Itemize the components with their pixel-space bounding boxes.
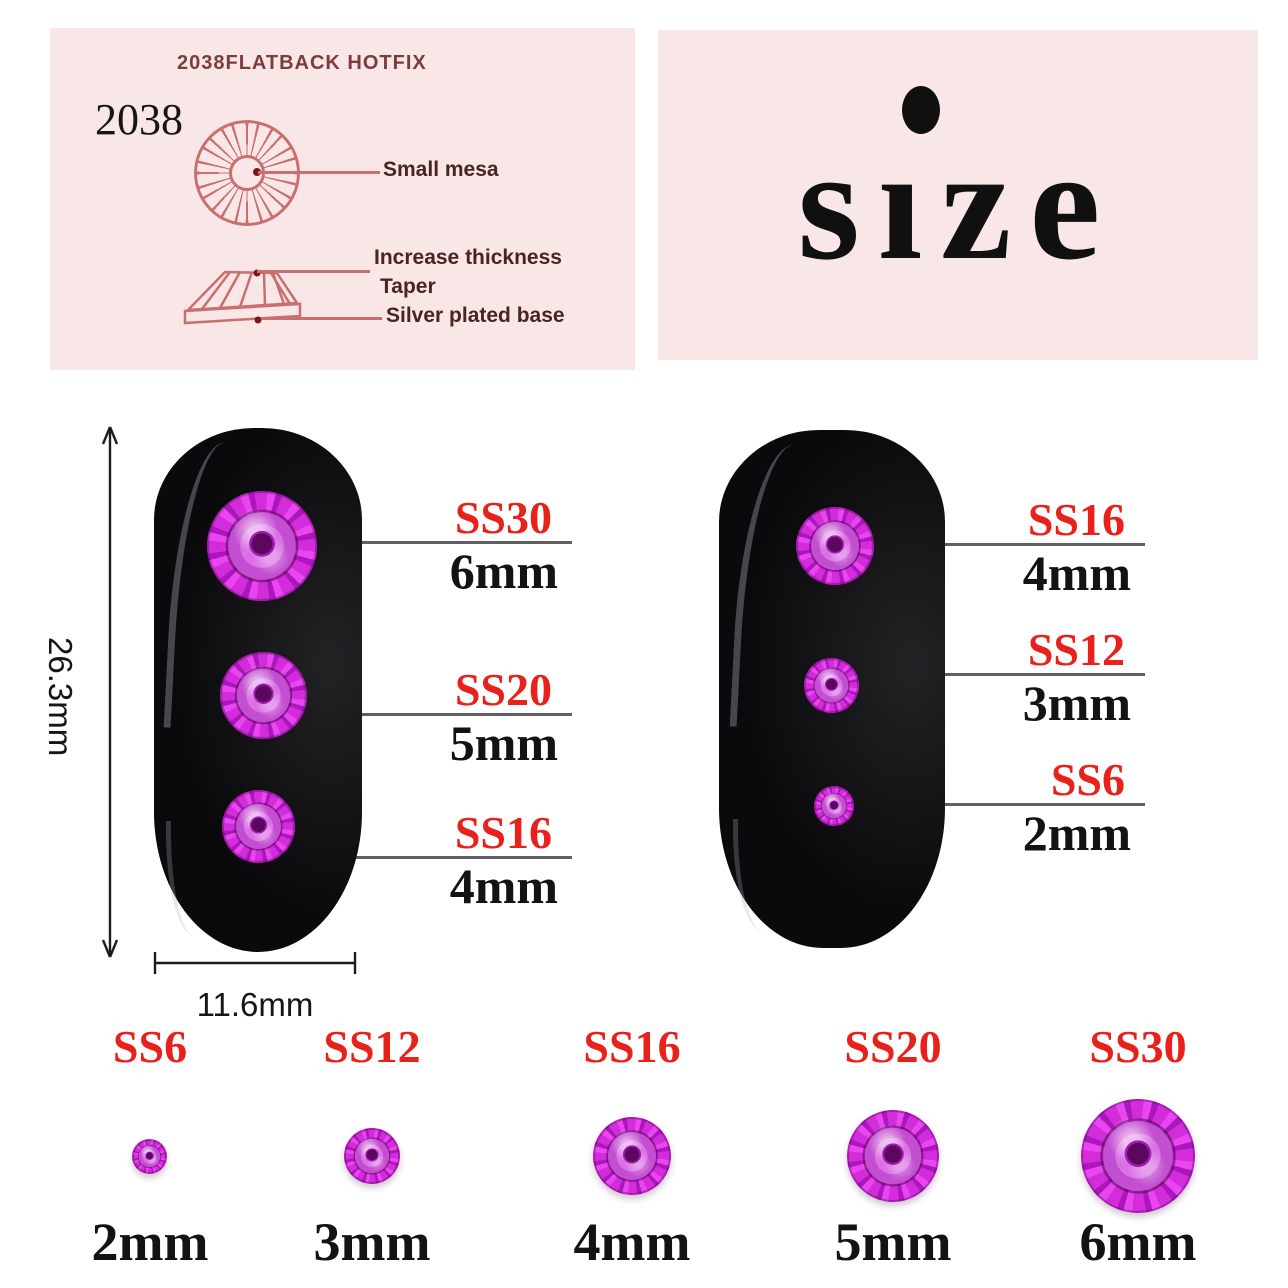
size-item-ss6: SS6 2mm bbox=[30, 1021, 270, 1272]
mm-size-label: 5mm bbox=[834, 1212, 952, 1272]
spec-panel: 2038FLATBACK HOTFIX 2038 Small mesa I bbox=[50, 28, 635, 370]
rhinestone-ss20 bbox=[220, 652, 307, 739]
rhinestone-ss6 bbox=[814, 786, 854, 826]
rhinestone-ss16 bbox=[796, 507, 874, 585]
ss-size-label: SS6 bbox=[112, 1021, 188, 1072]
spec-panel-title: 2038FLATBACK HOTFIX bbox=[177, 52, 427, 74]
callout-ss16-left: SS16 4mm bbox=[330, 810, 572, 913]
mm-size-label: 4mm bbox=[449, 858, 558, 914]
rhinestone-sample-ss20 bbox=[847, 1110, 939, 1202]
callout-ss6: SS6 2mm bbox=[908, 757, 1145, 860]
nail-height-value: 26.3mm bbox=[42, 637, 79, 757]
rhinestone-ss30 bbox=[207, 491, 317, 601]
callout-dot bbox=[253, 168, 261, 176]
height-dimension-arrow bbox=[101, 426, 119, 958]
callout-ss12: SS12 3mm bbox=[920, 627, 1145, 730]
leader-line bbox=[257, 270, 370, 273]
ss-size-label: SS16 bbox=[583, 1021, 681, 1072]
width-dimension-line bbox=[153, 952, 357, 974]
ss-size-label: SS30 bbox=[1089, 1021, 1187, 1072]
ss-size-label: SS6 bbox=[908, 757, 1145, 806]
callout-ss16-right: SS16 4mm bbox=[920, 497, 1145, 600]
callout-ss20: SS20 5mm bbox=[330, 667, 572, 770]
mm-size-label: 4mm bbox=[1022, 545, 1131, 601]
i-dot-icon bbox=[902, 86, 940, 134]
article-code: 2038 bbox=[95, 95, 183, 144]
ss-size-label: SS30 bbox=[330, 495, 572, 544]
rhinestone-sample-ss30 bbox=[1081, 1099, 1195, 1213]
rhinestone-sample-ss6 bbox=[132, 1139, 167, 1174]
mm-size-label: 2mm bbox=[91, 1212, 209, 1272]
rhinestone-ss16 bbox=[222, 790, 295, 863]
size-item-ss16: SS16 4mm bbox=[512, 1021, 752, 1272]
silver-plated-base-label: Silver plated base bbox=[386, 304, 565, 327]
ss-size-label: SS20 bbox=[330, 667, 572, 716]
size-title: sıze bbox=[797, 115, 1119, 293]
ss-size-label: SS16 bbox=[920, 497, 1145, 546]
mm-size-label: 2mm bbox=[1022, 805, 1131, 861]
size-item-ss20: SS20 5mm bbox=[773, 1021, 1013, 1272]
rhinestone-sample-ss12 bbox=[344, 1128, 400, 1184]
size-item-ss12: SS12 3mm bbox=[252, 1021, 492, 1272]
mm-size-label: 6mm bbox=[1079, 1212, 1197, 1272]
ss-size-label: SS12 bbox=[920, 627, 1145, 676]
mm-size-label: 3mm bbox=[1022, 675, 1131, 731]
increase-thickness-label: Increase thickness bbox=[374, 246, 562, 269]
rhinestone-sample-ss16 bbox=[593, 1117, 671, 1195]
mm-size-label: 5mm bbox=[449, 715, 558, 771]
ss-size-label: SS20 bbox=[844, 1021, 942, 1072]
nail-width-value: 11.6mm bbox=[196, 986, 314, 1023]
size-item-ss30: SS30 6mm bbox=[1018, 1021, 1258, 1272]
size-panel: sıze bbox=[658, 30, 1258, 360]
mm-size-label: 4mm bbox=[573, 1212, 691, 1272]
small-mesa-label: Small mesa bbox=[383, 158, 499, 181]
leader-line bbox=[258, 171, 380, 174]
ss-size-label: SS16 bbox=[330, 810, 572, 859]
callout-ss30: SS30 6mm bbox=[330, 495, 572, 598]
taper-label: Taper bbox=[380, 275, 436, 298]
mm-size-label: 6mm bbox=[449, 543, 558, 599]
rhinestone-ss12 bbox=[804, 658, 859, 713]
ss-size-label: SS12 bbox=[323, 1021, 421, 1072]
mm-size-label: 3mm bbox=[313, 1212, 431, 1272]
leader-line bbox=[262, 317, 382, 320]
